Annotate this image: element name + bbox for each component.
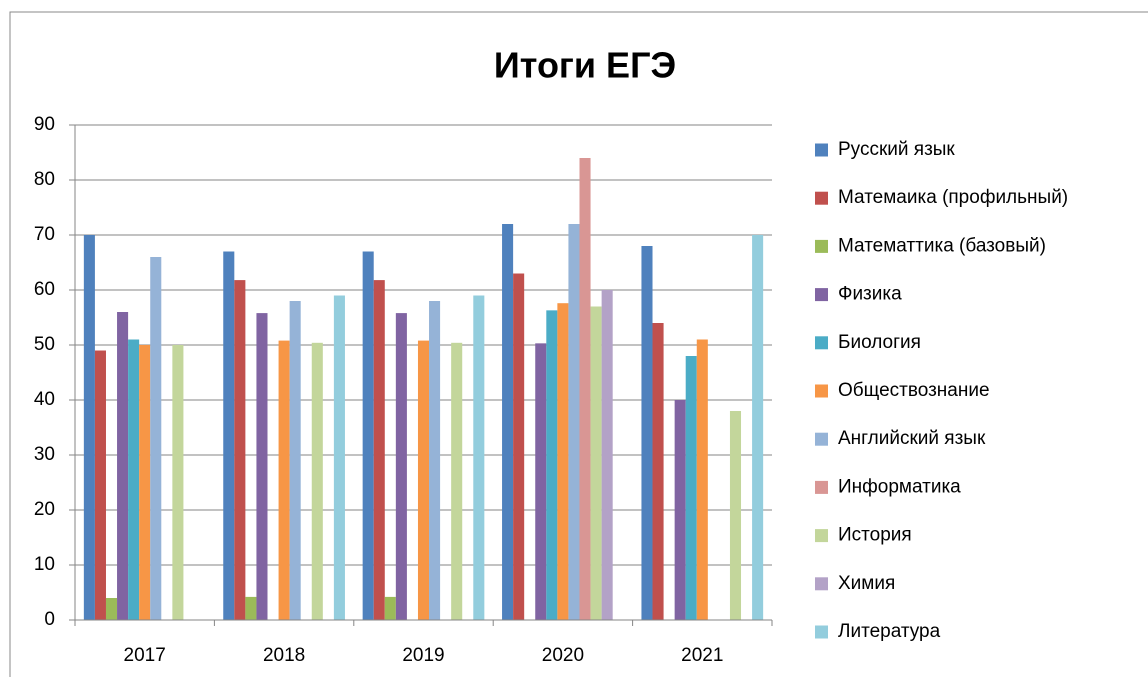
- bar: [729, 411, 742, 620]
- bar: [473, 295, 485, 620]
- y-tick-label: 50: [34, 334, 55, 355]
- bar: [696, 339, 708, 620]
- bar: [429, 301, 441, 620]
- y-tick-label: 0: [44, 609, 55, 630]
- legend-label: Биология: [838, 332, 921, 353]
- bar: [451, 342, 463, 620]
- bar: [311, 342, 323, 620]
- bar: [535, 343, 547, 620]
- bar: [289, 301, 301, 620]
- bar: [94, 350, 106, 620]
- chart-title: Итоги ЕГЭ: [494, 45, 676, 86]
- bar: [105, 598, 118, 620]
- y-tick-label: 30: [34, 444, 55, 465]
- y-tick-label: 80: [34, 169, 55, 190]
- bar: [652, 323, 664, 620]
- legend-swatch: [815, 143, 828, 157]
- bar: [83, 235, 95, 620]
- x-tick-label: 2018: [263, 645, 305, 666]
- legend-label: Математтика (базовый): [838, 235, 1046, 256]
- bar: [362, 251, 374, 620]
- legend-label: Русский язык: [838, 139, 955, 160]
- x-tick-label: 2017: [124, 645, 166, 666]
- bar: [601, 290, 613, 620]
- x-tick-label: 2019: [402, 645, 444, 666]
- bar: [685, 356, 697, 620]
- legend-swatch: [815, 480, 828, 494]
- bar: [557, 303, 569, 620]
- y-tick-label: 20: [34, 499, 55, 520]
- legend-swatch: [815, 384, 828, 398]
- legend-swatch: [815, 529, 828, 543]
- bar: [395, 313, 407, 620]
- bar: [752, 235, 764, 620]
- bar: [150, 257, 162, 620]
- x-tick-label: 2021: [681, 645, 723, 666]
- bar: [546, 310, 558, 620]
- legend-label: Английский язык: [838, 428, 986, 449]
- legend-label: Матемаика (профильный): [838, 187, 1068, 208]
- legend-swatch: [815, 336, 828, 350]
- legend-swatch: [815, 191, 828, 205]
- bar: [417, 340, 430, 620]
- bar: [128, 339, 140, 620]
- bar: [641, 246, 653, 620]
- bar: [674, 400, 686, 620]
- bar: [256, 313, 268, 620]
- bar: [568, 224, 580, 620]
- bar: [373, 280, 385, 620]
- bar: [502, 224, 514, 620]
- bar: [117, 312, 129, 620]
- legend-swatch: [815, 288, 828, 302]
- bar: [223, 251, 235, 620]
- y-tick-label: 10: [34, 554, 55, 575]
- bar: [333, 295, 345, 620]
- legend-swatch: [815, 239, 828, 253]
- bar: [278, 340, 290, 620]
- legend-swatch: [815, 625, 828, 639]
- bar: [234, 280, 246, 620]
- bar: [513, 273, 525, 620]
- bar: [172, 345, 184, 620]
- y-tick-label: 60: [34, 279, 55, 300]
- legend-label: Информатика: [838, 476, 961, 497]
- bar: [139, 345, 151, 620]
- bar: [245, 596, 257, 620]
- legend-swatch: [815, 432, 828, 446]
- bar: [384, 596, 396, 620]
- x-tick-label: 2020: [542, 645, 584, 666]
- legend-swatch: [815, 577, 828, 591]
- y-tick-label: 70: [34, 224, 55, 245]
- y-tick-label: 90: [34, 114, 55, 135]
- legend-label: Физика: [838, 284, 902, 305]
- legend-label: Химия: [838, 573, 895, 594]
- bar: [590, 306, 602, 620]
- legend-label: Литература: [838, 621, 941, 642]
- bar: [579, 158, 591, 620]
- legend-label: История: [838, 525, 912, 546]
- y-tick-label: 40: [34, 389, 55, 410]
- legend-label: Обществознание: [838, 380, 990, 401]
